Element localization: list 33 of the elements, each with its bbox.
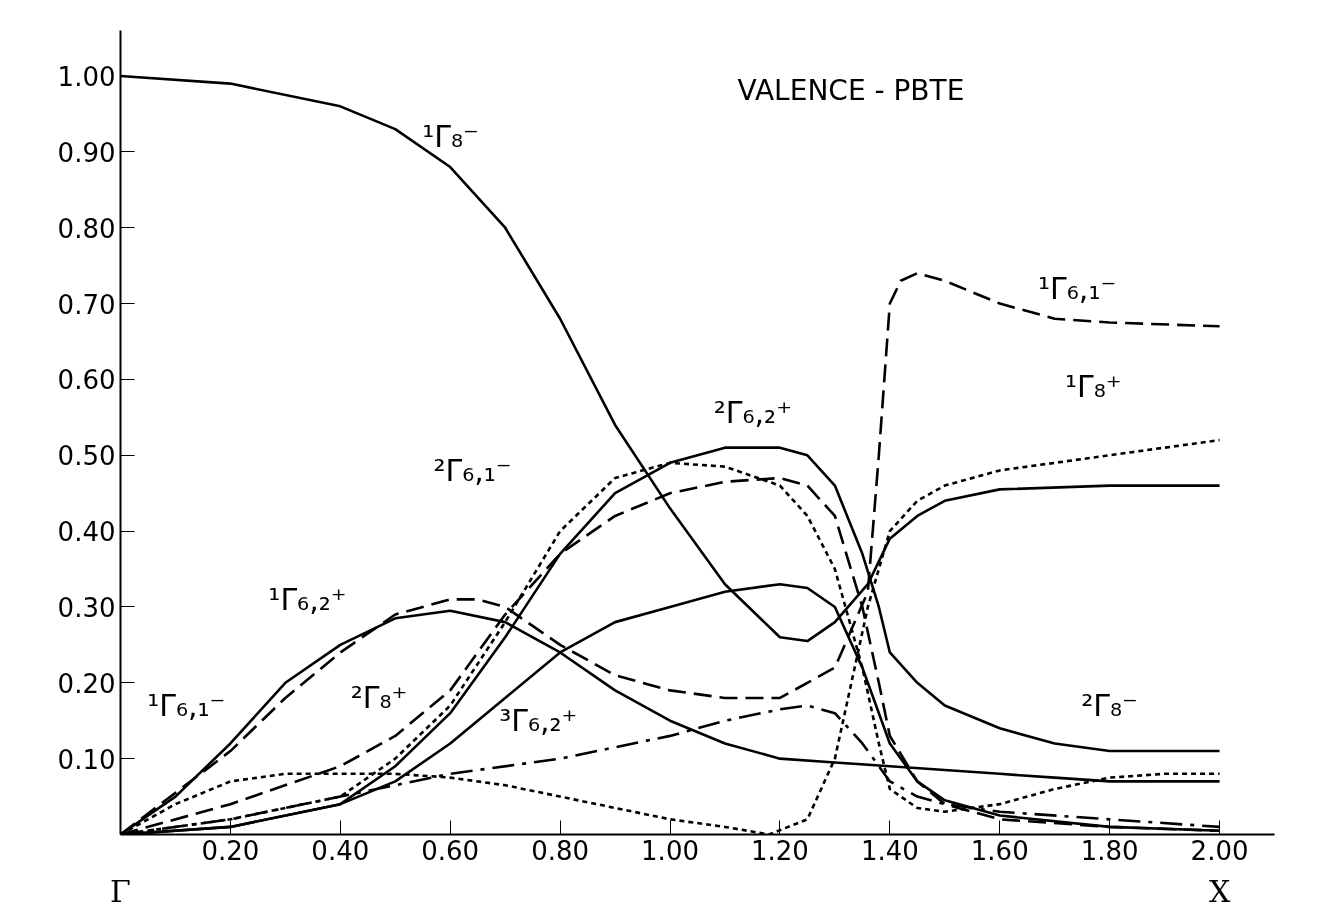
y-tick-label: 0.10: [57, 744, 116, 775]
annotation: ²Γ₈⁻: [1081, 688, 1138, 724]
annotation: ²Γ₆,₁⁻: [433, 452, 512, 488]
text: VALENCE - PBTE: [737, 74, 965, 108]
annotation: ¹Γ₆,₂⁺: [268, 582, 347, 618]
annotation: ¹Γ₈⁻: [422, 119, 479, 155]
y-tick-label: 0.50: [57, 441, 116, 472]
text: X: [1208, 873, 1231, 909]
x-tick-label: 1.60: [970, 835, 1029, 866]
annotation: ¹Γ₆,₁⁻: [1038, 271, 1117, 307]
x-tick-label: 0.80: [531, 835, 590, 866]
y-tick-label: 0.40: [57, 517, 116, 548]
annotation: ¹Γ₈⁺: [1065, 369, 1122, 405]
x-tick-label: 1.80: [1080, 835, 1139, 866]
x-tick-label: 0.20: [201, 835, 260, 866]
y-tick-label: 0.60: [57, 365, 116, 396]
annotation: ³Γ₆,₂⁺: [499, 702, 578, 738]
y-tick-label: 1.00: [57, 62, 116, 93]
x-tick-label: 0.60: [421, 835, 480, 866]
y-tick-label: 0.30: [57, 592, 116, 623]
x-tick-label: 0.40: [311, 835, 370, 866]
annotation: ¹Γ₆,₁⁻: [147, 688, 226, 724]
annotation: ²Γ₈⁺: [350, 680, 408, 716]
y-tick-label: 0.90: [57, 137, 116, 168]
y-tick-label: 0.70: [57, 289, 116, 320]
annotation: ²Γ₆,₂⁺: [713, 394, 792, 430]
x-tick-label: 1.00: [641, 835, 699, 866]
text: Γ: [110, 873, 131, 909]
y-tick-label: 0.80: [57, 213, 116, 244]
x-tick-label: 2.00: [1190, 835, 1249, 866]
y-tick-label: 0.20: [57, 668, 116, 699]
x-tick-label: 1.20: [750, 835, 809, 866]
x-tick-label: 1.40: [860, 835, 919, 866]
